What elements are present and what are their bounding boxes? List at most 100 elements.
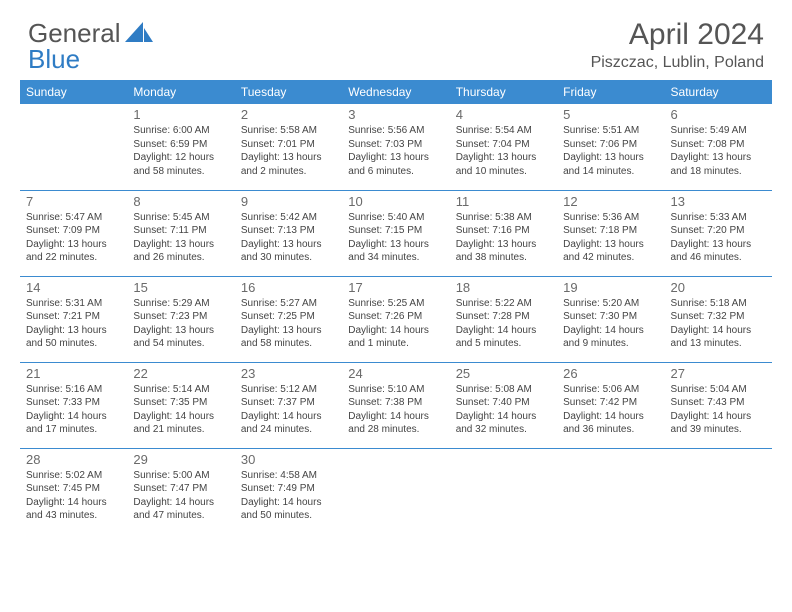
calendar-cell: 23 Sunrise: 5:12 AMSunset: 7:37 PMDayligh… — [235, 362, 342, 448]
day-number: 4 — [456, 107, 551, 122]
calendar-cell: 5 Sunrise: 5:51 AMSunset: 7:06 PMDaylight… — [557, 104, 664, 190]
calendar-cell: 2 Sunrise: 5:58 AMSunset: 7:01 PMDaylight… — [235, 104, 342, 190]
calendar-cell: 15Sunrise: 5:29 AMSunset: 7:23 PMDayligh… — [127, 276, 234, 362]
calendar-table: SundayMondayTuesdayWednesdayThursdayFrid… — [20, 80, 772, 534]
calendar-cell: 22 Sunrise: 5:14 AMSunset: 7:35 PMDayligh… — [127, 362, 234, 448]
day-details: Sunrise: 5:06 AMSunset: 7:42 PMDaylight:… — [563, 383, 658, 437]
calendar-cell: 7 Sunrise: 5:47 AMSunset: 7:09 PMDaylight… — [20, 190, 127, 276]
calendar-cell: 11 Sunrise: 5:38 AMSunset: 7:16 PMDayligh… — [450, 190, 557, 276]
day-details: Sunrise: 5:51 AMSunset: 7:06 PMDaylight:… — [563, 124, 658, 178]
day-details: Sunrise: 5:58 AMSunset: 7:01 PMDaylight:… — [241, 124, 336, 178]
day-number: 22 — [133, 366, 228, 381]
day-details: Sunrise: 5:04 AMSunset: 7:43 PMDaylight:… — [671, 383, 766, 437]
day-details: Sunrise: 5:42 AMSunset: 7:13 PMDaylight:… — [241, 211, 336, 265]
day-number: 20 — [671, 280, 766, 295]
day-details: Sunrise: 5:02 AMSunset: 7:45 PMDaylight:… — [26, 469, 121, 523]
title-block: April 2024 Piszczac, Lublin, Poland — [591, 18, 764, 72]
calendar-row: 21 Sunrise: 5:16 AMSunset: 7:33 PMDayligh… — [20, 362, 772, 448]
calendar-cell: 4 Sunrise: 5:54 AMSunset: 7:04 PMDaylight… — [450, 104, 557, 190]
calendar-cell — [557, 448, 664, 534]
day-number: 13 — [671, 194, 766, 209]
day-number: 8 — [133, 194, 228, 209]
calendar-cell: 24Sunrise: 5:10 AMSunset: 7:38 PMDayligh… — [342, 362, 449, 448]
day-details: Sunrise: 5:08 AMSunset: 7:40 PMDaylight:… — [456, 383, 551, 437]
calendar-cell: 20 Sunrise: 5:18 AMSunset: 7:32 PMDayligh… — [665, 276, 772, 362]
day-details: Sunrise: 5:27 AMSunset: 7:25 PMDaylight:… — [241, 297, 336, 351]
calendar-cell: 3 Sunrise: 5:56 AMSunset: 7:03 PMDaylight… — [342, 104, 449, 190]
calendar-row: 7 Sunrise: 5:47 AMSunset: 7:09 PMDaylight… — [20, 190, 772, 276]
day-details: Sunrise: 5:16 AMSunset: 7:33 PMDaylight:… — [26, 383, 121, 437]
day-number: 6 — [671, 107, 766, 122]
day-details: Sunrise: 5:40 AMSunset: 7:15 PMDaylight:… — [348, 211, 443, 265]
day-details: Sunrise: 5:54 AMSunset: 7:04 PMDaylight:… — [456, 124, 551, 178]
day-number: 12 — [563, 194, 658, 209]
day-number: 1 — [133, 107, 228, 122]
day-number: 19 — [563, 280, 658, 295]
calendar-cell: 29Sunrise: 5:00 AMSunset: 7:47 PMDayligh… — [127, 448, 234, 534]
calendar-cell: 25 Sunrise: 5:08 AMSunset: 7:40 PMDayligh… — [450, 362, 557, 448]
calendar-cell — [450, 448, 557, 534]
day-details: Sunrise: 6:00 AMSunset: 6:59 PMDaylight:… — [133, 124, 228, 178]
day-number: 15 — [133, 280, 228, 295]
day-header: Thursday — [450, 80, 557, 104]
calendar-cell: 21 Sunrise: 5:16 AMSunset: 7:33 PMDayligh… — [20, 362, 127, 448]
calendar-row: 1 Sunrise: 6:00 AMSunset: 6:59 PMDaylight… — [20, 104, 772, 190]
day-number: 29 — [133, 452, 228, 467]
day-details: Sunrise: 5:12 AMSunset: 7:37 PMDaylight:… — [241, 383, 336, 437]
day-details: Sunrise: 5:56 AMSunset: 7:03 PMDaylight:… — [348, 124, 443, 178]
calendar-cell: 1 Sunrise: 6:00 AMSunset: 6:59 PMDaylight… — [127, 104, 234, 190]
day-number: 7 — [26, 194, 121, 209]
calendar-cell: 18 Sunrise: 5:22 AMSunset: 7:28 PMDayligh… — [450, 276, 557, 362]
location-text: Piszczac, Lublin, Poland — [591, 54, 764, 72]
day-number: 2 — [241, 107, 336, 122]
day-number: 14 — [26, 280, 121, 295]
day-details: Sunrise: 5:49 AMSunset: 7:08 PMDaylight:… — [671, 124, 766, 178]
calendar-cell: 6 Sunrise: 5:49 AMSunset: 7:08 PMDaylight… — [665, 104, 772, 190]
day-details: Sunrise: 5:22 AMSunset: 7:28 PMDaylight:… — [456, 297, 551, 351]
calendar-cell: 26Sunrise: 5:06 AMSunset: 7:42 PMDayligh… — [557, 362, 664, 448]
day-details: Sunrise: 4:58 AMSunset: 7:49 PMDaylight:… — [241, 469, 336, 523]
calendar-cell: 10 Sunrise: 5:40 AMSunset: 7:15 PMDayligh… — [342, 190, 449, 276]
calendar-cell: 13 Sunrise: 5:33 AMSunset: 7:20 PMDayligh… — [665, 190, 772, 276]
day-details: Sunrise: 5:25 AMSunset: 7:26 PMDaylight:… — [348, 297, 443, 351]
day-details: Sunrise: 5:45 AMSunset: 7:11 PMDaylight:… — [133, 211, 228, 265]
logo-text-2: Blue — [28, 44, 80, 75]
calendar-cell — [342, 448, 449, 534]
day-number: 17 — [348, 280, 443, 295]
day-details: Sunrise: 5:47 AMSunset: 7:09 PMDaylight:… — [26, 211, 121, 265]
day-details: Sunrise: 5:18 AMSunset: 7:32 PMDaylight:… — [671, 297, 766, 351]
day-number: 28 — [26, 452, 121, 467]
calendar-cell: 14Sunrise: 5:31 AMSunset: 7:21 PMDayligh… — [20, 276, 127, 362]
calendar-cell: 28 Sunrise: 5:02 AMSunset: 7:45 PMDayligh… — [20, 448, 127, 534]
day-number: 11 — [456, 194, 551, 209]
calendar-cell: 30Sunrise: 4:58 AMSunset: 7:49 PMDayligh… — [235, 448, 342, 534]
calendar-cell: 17 Sunrise: 5:25 AMSunset: 7:26 PMDayligh… — [342, 276, 449, 362]
day-number: 5 — [563, 107, 658, 122]
calendar-head: SundayMondayTuesdayWednesdayThursdayFrid… — [20, 80, 772, 104]
day-details: Sunrise: 5:36 AMSunset: 7:18 PMDaylight:… — [563, 211, 658, 265]
day-number: 16 — [241, 280, 336, 295]
day-number: 23 — [241, 366, 336, 381]
calendar-row: 28 Sunrise: 5:02 AMSunset: 7:45 PMDayligh… — [20, 448, 772, 534]
day-number: 25 — [456, 366, 551, 381]
day-number: 10 — [348, 194, 443, 209]
day-header: Monday — [127, 80, 234, 104]
day-details: Sunrise: 5:14 AMSunset: 7:35 PMDaylight:… — [133, 383, 228, 437]
day-details: Sunrise: 5:20 AMSunset: 7:30 PMDaylight:… — [563, 297, 658, 351]
day-header: Saturday — [665, 80, 772, 104]
calendar-cell: 19 Sunrise: 5:20 AMSunset: 7:30 PMDayligh… — [557, 276, 664, 362]
day-details: Sunrise: 5:33 AMSunset: 7:20 PMDaylight:… — [671, 211, 766, 265]
day-details: Sunrise: 5:38 AMSunset: 7:16 PMDaylight:… — [456, 211, 551, 265]
day-header: Wednesday — [342, 80, 449, 104]
day-number: 18 — [456, 280, 551, 295]
day-details: Sunrise: 5:10 AMSunset: 7:38 PMDaylight:… — [348, 383, 443, 437]
calendar-cell: 8 Sunrise: 5:45 AMSunset: 7:11 PMDaylight… — [127, 190, 234, 276]
calendar-cell: 27 Sunrise: 5:04 AMSunset: 7:43 PMDayligh… — [665, 362, 772, 448]
calendar-cell: 9 Sunrise: 5:42 AMSunset: 7:13 PMDaylight… — [235, 190, 342, 276]
day-number: 21 — [26, 366, 121, 381]
day-header: Sunday — [20, 80, 127, 104]
day-number: 9 — [241, 194, 336, 209]
day-number: 3 — [348, 107, 443, 122]
day-number: 27 — [671, 366, 766, 381]
calendar-cell — [20, 104, 127, 190]
